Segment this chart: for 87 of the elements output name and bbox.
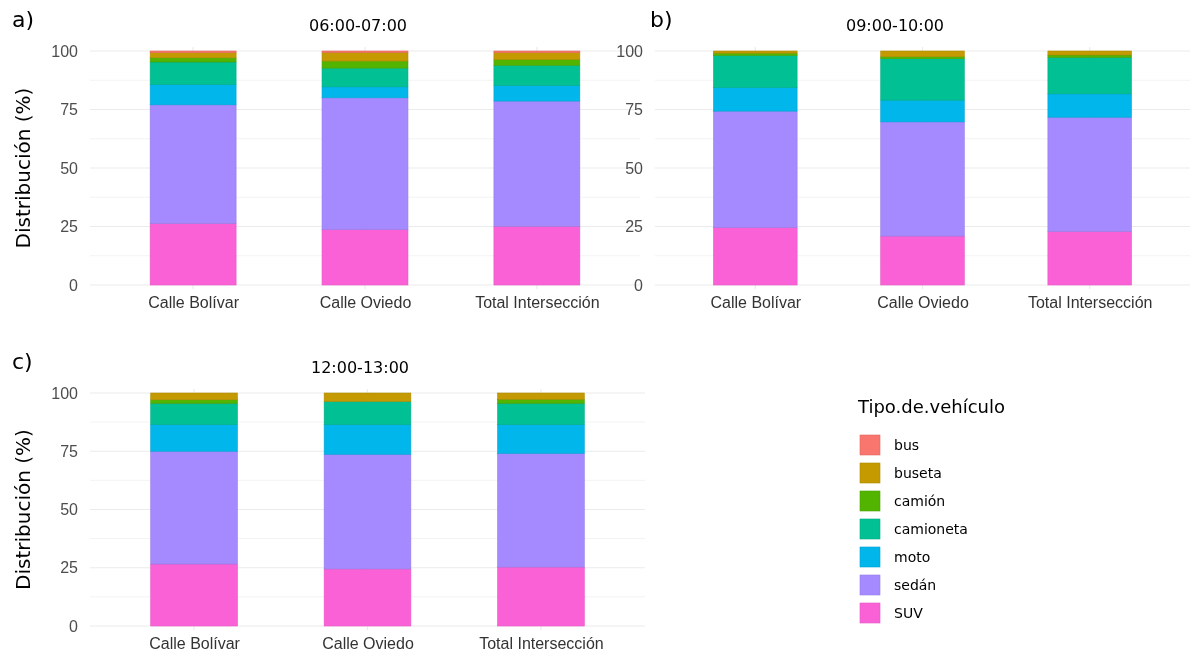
bar [150,450,238,565]
bar [149,57,237,63]
bar [321,52,409,62]
legend-title: Tipo.de.vehículo [857,396,1005,417]
bar [150,402,238,425]
bar [1047,231,1132,286]
legend-label: buseta [894,465,942,481]
y-tick-label: 25 [60,559,79,577]
bar [713,110,798,228]
legend-label: SUV [894,605,924,621]
x-tick-label: Calle Bolívar [710,294,802,312]
x-tick-label: Total Intersección [475,294,600,312]
bar [1047,116,1132,232]
bar [880,235,965,286]
chart-title: 09:00-10:00 [846,16,944,35]
x-tick-label: Total Intersección [1027,294,1153,312]
bar [321,60,409,69]
y-tick-label: 100 [51,384,79,402]
y-tick-label: 75 [60,101,79,119]
bar [1047,93,1132,118]
x-tick-label: Calle Oviedo [322,635,414,653]
bar [493,100,581,227]
bar [150,399,238,404]
bar [713,87,798,112]
y-tick-label: 75 [60,442,79,460]
y-axis-title: Distribución (%) [11,87,35,249]
bar [1047,50,1132,56]
bar [323,424,412,455]
bar [149,61,237,85]
legend-label: sedán [894,577,937,593]
x-tick-label: Total Intersección [479,635,604,653]
chart-title: 06:00-07:00 [309,16,407,35]
text: c) [12,349,33,374]
bar [713,227,798,286]
bar [497,453,585,568]
x-tick-label: Calle Oviedo [319,294,412,312]
bar [493,225,581,286]
bar [880,99,965,123]
bar [880,58,965,101]
y-tick-label: 25 [625,218,644,236]
x-tick-label: Calle Bolívar [149,635,241,653]
y-tick-label: 0 [69,617,79,635]
y-axis-title: Distribución (%) [11,429,35,590]
bar [493,85,581,102]
legend-label: moto [894,549,931,565]
bar [321,67,409,88]
y-tick-label: 100 [616,42,644,60]
bar [493,52,581,60]
bar [497,402,585,425]
text: b) [650,7,673,32]
x-tick-label: Calle Bolívar [148,294,240,312]
legend-label: bus [894,437,920,453]
bar [150,563,238,627]
bar [323,453,412,570]
bar [497,566,585,627]
y-tick-label: 25 [60,218,79,236]
bar [880,50,965,57]
y-tick-label: 50 [625,159,644,177]
y-tick-label: 50 [60,501,79,519]
text: a) [12,7,35,32]
bar [713,55,798,88]
x-tick-label: Calle Oviedo [877,294,969,312]
legend-label: camión [894,493,946,509]
y-tick-label: 100 [51,42,79,60]
bar [150,424,238,452]
bar [323,401,412,425]
chart-title: 12:00-13:00 [311,358,409,377]
bar [1047,57,1132,95]
bar [880,121,965,237]
y-tick-label: 0 [69,276,79,294]
y-tick-label: 50 [60,159,79,177]
y-tick-label: 75 [625,101,644,119]
bar [323,568,412,627]
bar [149,104,237,224]
bar [321,86,409,99]
bar [150,392,238,401]
bar [149,84,237,106]
bar [493,64,581,86]
legend-label: camioneta [894,521,968,537]
bar [321,229,409,286]
bar [497,424,585,454]
bar [321,97,409,230]
bar [149,223,237,286]
y-tick-label: 0 [634,276,644,294]
bar [493,59,581,66]
bar [497,392,585,400]
bar [323,392,412,402]
